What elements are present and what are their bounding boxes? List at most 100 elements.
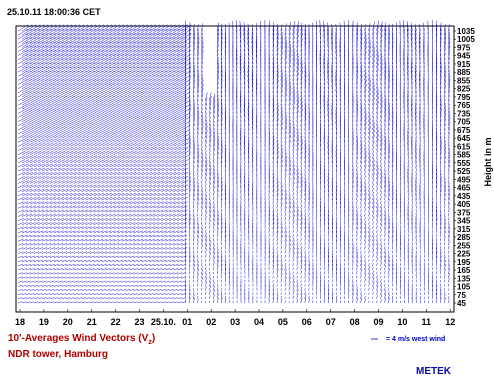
wind-vector (292, 158, 295, 163)
wind-vector (173, 125, 182, 131)
wind-vector (292, 240, 295, 246)
wind-vector (85, 289, 91, 291)
wind-vector (189, 57, 191, 65)
wind-vector (276, 75, 279, 85)
wind-vector (105, 238, 112, 242)
wind-vector (29, 108, 39, 114)
wind-vector (73, 134, 82, 139)
wind-vector (85, 243, 92, 246)
wind-vector (105, 70, 115, 77)
wind-vector (41, 247, 48, 250)
wind-vector (85, 284, 91, 287)
wind-vector (268, 206, 270, 213)
wind-vector (216, 157, 219, 163)
wind-vector (73, 293, 79, 296)
wind-vector (292, 92, 296, 102)
wind-vector (69, 259, 75, 263)
wind-vector (169, 238, 175, 242)
wind-vector (196, 165, 199, 172)
wind-vector (125, 251, 131, 254)
wind-vector (204, 154, 207, 159)
wind-vector (97, 247, 103, 250)
wind-vector (133, 301, 138, 304)
wind-vector (97, 205, 104, 209)
wind-vector (196, 113, 200, 122)
wind-vector (165, 117, 174, 122)
wind-vector (125, 150, 134, 155)
wind-vector (193, 259, 195, 266)
wind-vector (129, 146, 138, 151)
wind-vector (292, 252, 295, 258)
wind-vector (204, 291, 207, 295)
wind-vector (216, 22, 219, 32)
wind-vector (129, 268, 135, 271)
wind-vector (208, 172, 212, 180)
wind-vector (109, 226, 116, 230)
wind-vector (193, 215, 195, 221)
wind-vector (21, 58, 32, 65)
wind-vector (29, 92, 39, 98)
wind-vector (41, 301, 47, 304)
wind-vector (77, 37, 88, 44)
wind-vector (141, 24, 152, 32)
wind-vector (272, 237, 274, 242)
wind-vector (81, 163, 89, 168)
wind-vector (173, 146, 181, 151)
wind-vector (21, 180, 29, 184)
wind-vector (113, 79, 123, 85)
wind-vector (276, 123, 279, 130)
wind-vector (208, 187, 211, 192)
wind-vector (185, 137, 187, 147)
wind-vector (65, 176, 73, 180)
wind-vector (145, 134, 154, 139)
wind-vector (73, 217, 80, 221)
wind-vector (165, 49, 176, 56)
wind-vector (109, 96, 119, 102)
wind-vector (145, 197, 152, 201)
wind-vector (93, 113, 103, 118)
wind-vector (169, 125, 178, 131)
wind-vector (81, 222, 88, 225)
wind-vector (33, 188, 41, 192)
wind-vector (89, 70, 100, 77)
wind-vector (292, 267, 294, 271)
wind-vector (85, 201, 93, 205)
wind-vector (61, 96, 71, 102)
wind-vector (69, 163, 77, 168)
wind-vector (240, 44, 242, 52)
wind-vector (145, 201, 152, 205)
wind-vector (200, 117, 204, 126)
wind-vector (117, 234, 124, 238)
wind-vector (49, 272, 55, 275)
wind-vector (145, 243, 151, 246)
wind-vector (177, 134, 186, 139)
wind-vector (276, 226, 279, 233)
wind-vector (29, 213, 36, 217)
wind-vector (204, 188, 207, 192)
wind-vector (145, 54, 156, 60)
wind-vector (125, 297, 130, 300)
wind-vector (288, 130, 292, 139)
wind-vector (49, 28, 61, 36)
wind-vector (61, 66, 72, 73)
wind-vector (224, 126, 226, 135)
wind-vector (45, 134, 54, 139)
wind-vector (113, 188, 121, 192)
wind-vector (129, 121, 138, 127)
wind-vector (189, 124, 191, 130)
wind-vector (25, 138, 34, 143)
wind-vector (200, 88, 204, 97)
wind-vector (33, 117, 43, 122)
wind-vector (276, 52, 279, 60)
wind-vector (89, 289, 95, 291)
wind-vector (177, 113, 186, 118)
wind-vector (296, 162, 299, 168)
wind-vector (41, 155, 50, 160)
wind-vector (308, 188, 310, 196)
wind-vector (65, 150, 74, 155)
wind-vector (93, 121, 102, 127)
wind-vector (57, 45, 68, 52)
wind-vector (133, 176, 141, 180)
wind-vector (137, 33, 148, 40)
wind-vector (272, 189, 275, 196)
